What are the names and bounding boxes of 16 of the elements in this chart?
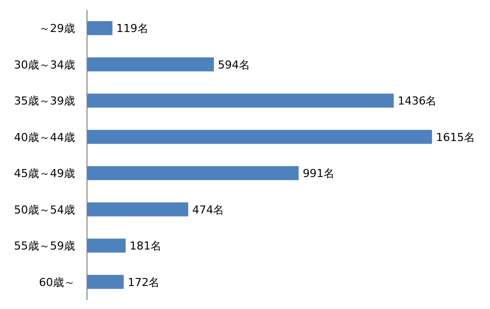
data-label: 474名 [192, 203, 224, 216]
y-tick-label: 50歳～54歳 [14, 203, 75, 216]
y-tick-label: 45歳～49歳 [14, 167, 75, 180]
y-tick-label: 30歳～34歳 [14, 58, 75, 72]
data-label: 1615名 [436, 130, 475, 144]
data-label: 594名 [218, 58, 250, 72]
data-label: 172名 [128, 276, 160, 289]
data-label: 119名 [116, 22, 148, 36]
y-tick-label: 60歳～ [39, 276, 75, 289]
y-tick-label: 35歳～39歳 [14, 94, 75, 108]
y-tick-label: 55歳～59歳 [14, 240, 75, 253]
data-label: 1436名 [398, 94, 437, 108]
data-label: 181名 [130, 240, 162, 253]
y-tick-label: 40歳～44歳 [14, 130, 75, 144]
data-label: 991名 [302, 167, 335, 180]
y-tick-label: ～29歳 [39, 22, 75, 36]
